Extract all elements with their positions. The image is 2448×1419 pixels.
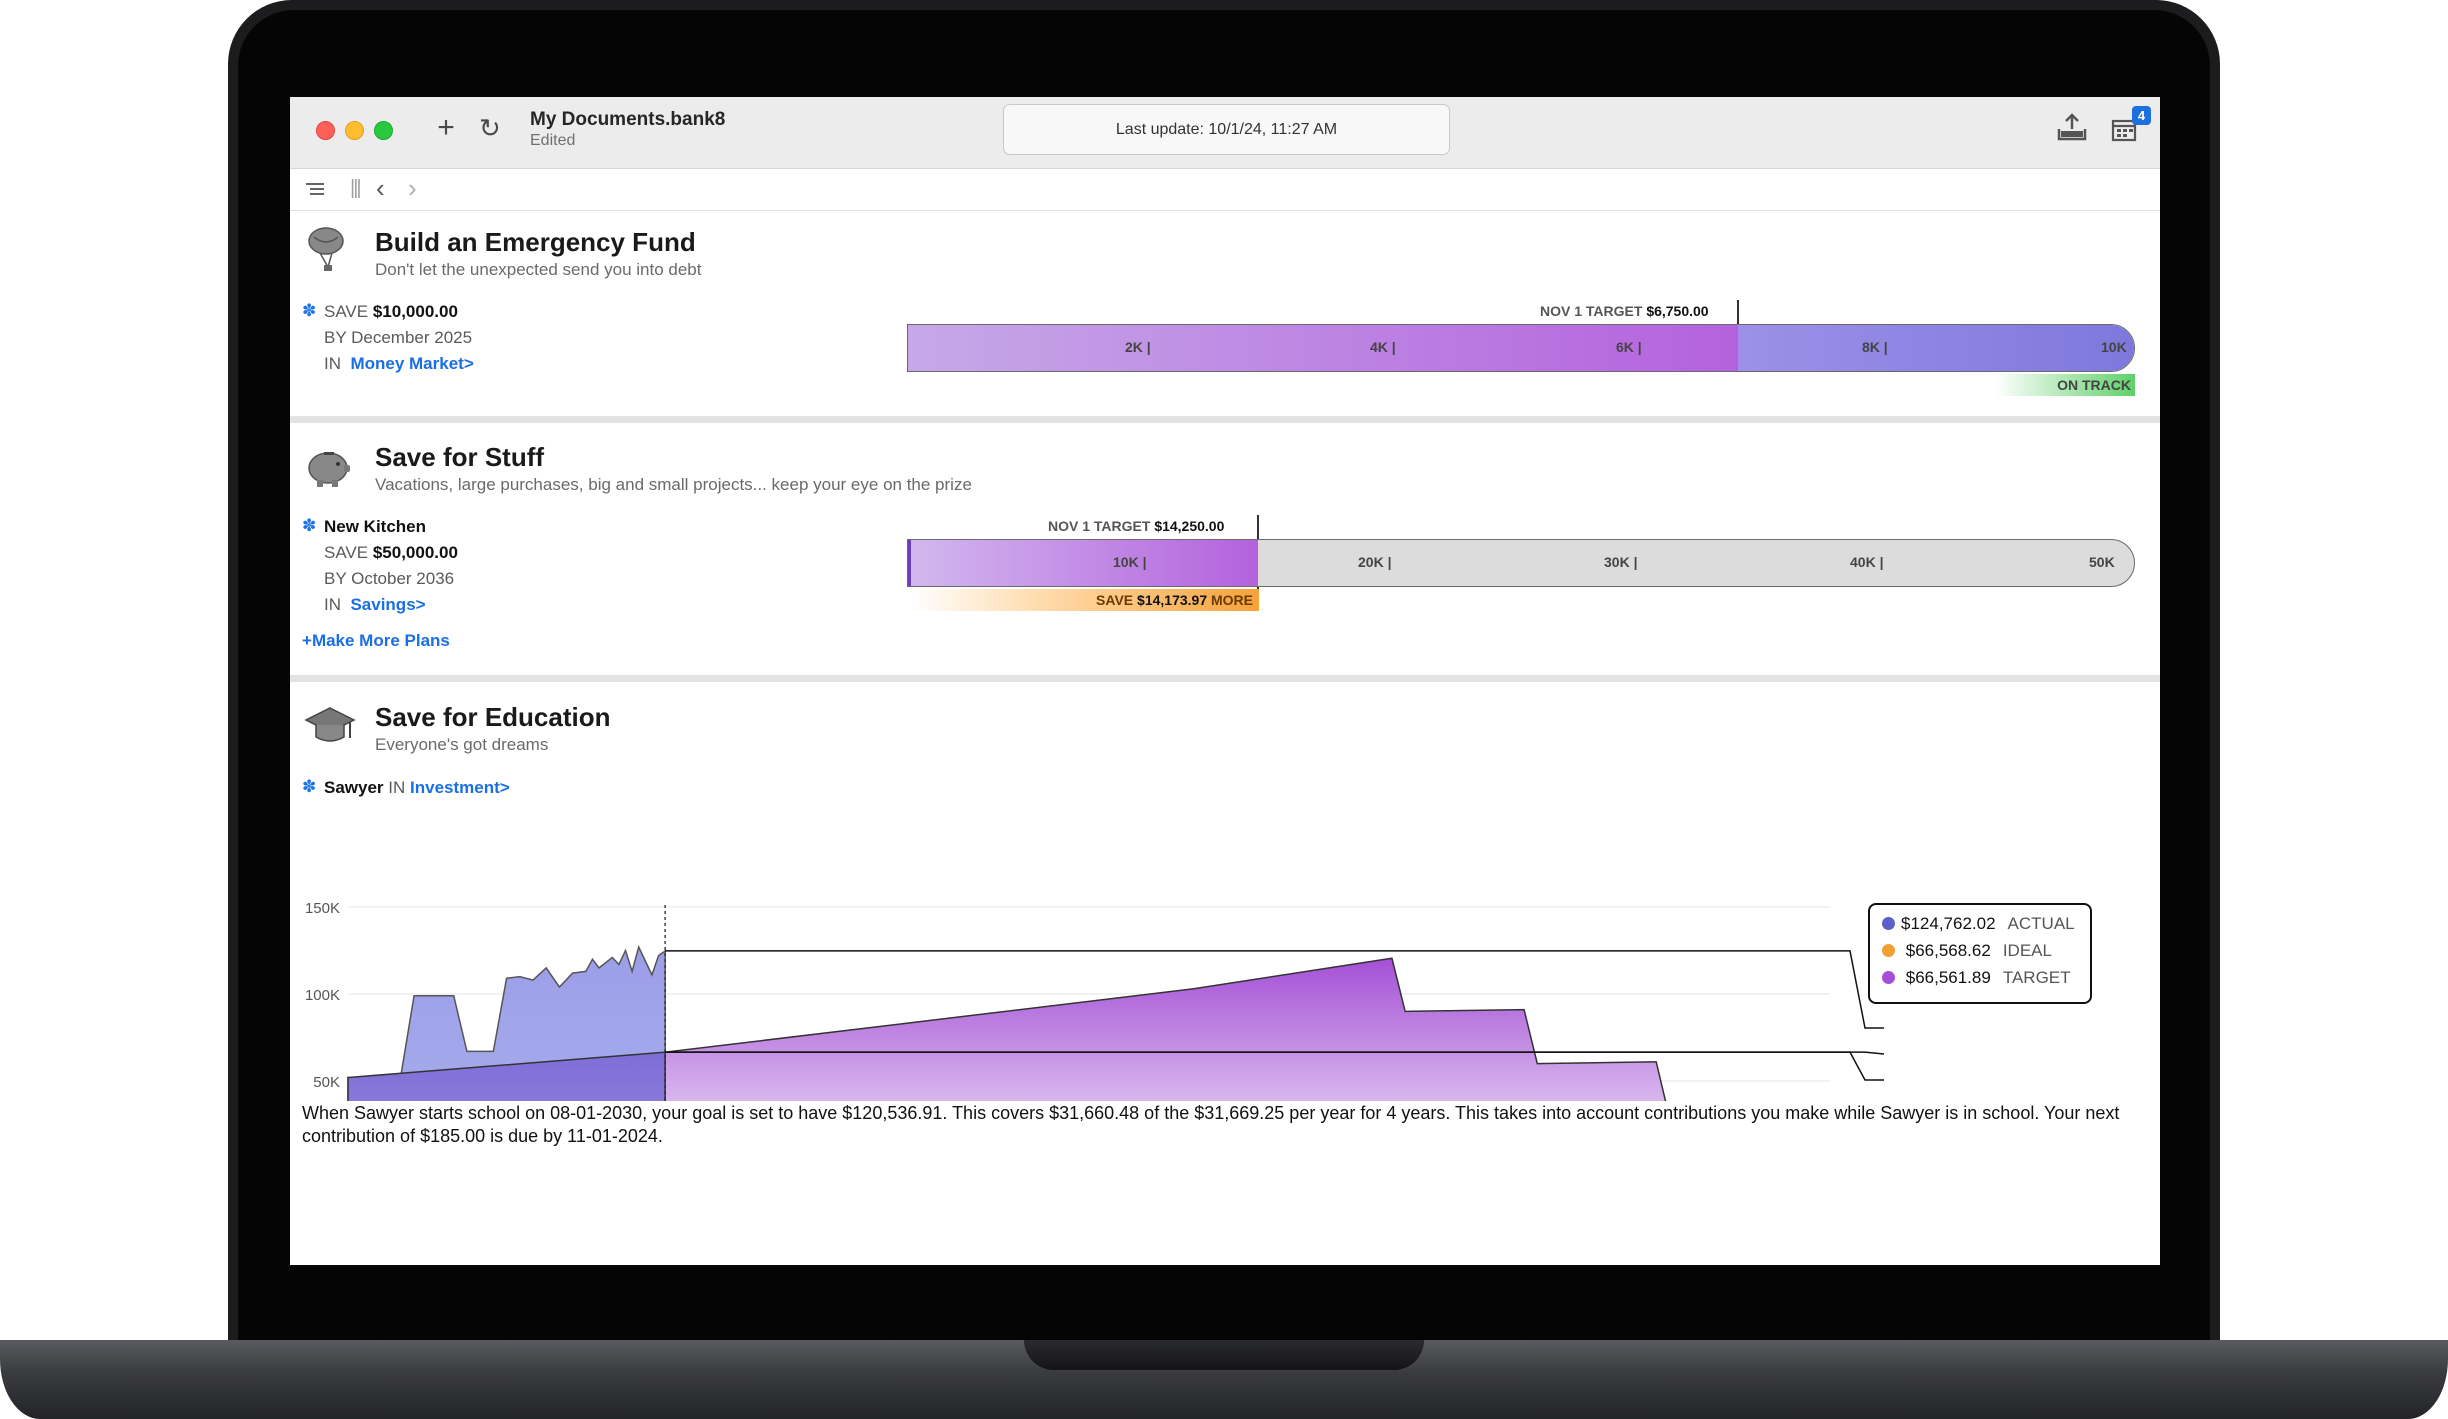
bar-tick: 10K <box>2101 339 2127 355</box>
student-line: Sawyer IN Investment> <box>324 778 510 797</box>
list-icon[interactable] <box>304 180 324 200</box>
plan-save-line: SAVE $10,000.00 <box>324 302 458 321</box>
bar-tick: 40K | <box>1850 554 1884 570</box>
ideal-dot <box>1882 944 1895 957</box>
calendar-icon[interactable] <box>2108 111 2142 145</box>
bar-tick: 6K | <box>1616 339 1642 355</box>
toolbar: ||| ‹ › <box>290 169 2160 211</box>
target-fill <box>908 540 1258 586</box>
graduation-cap-icon <box>304 702 356 750</box>
refresh-icon[interactable]: ↻ <box>479 113 501 143</box>
chart-legend: $124,762.02 ACTUAL $66,568.62 IDEAL $66,56… <box>1868 903 2092 1004</box>
bar-tick: 2K | <box>1125 339 1151 355</box>
plan-title: Save for Stuff <box>375 442 545 472</box>
status-badge: ON TRACK <box>1995 374 2135 396</box>
plan-title: Build an Emergency Fund <box>375 227 696 257</box>
app-window: + ↻ My Documents.bank8 Edited Last updat… <box>290 97 2160 1265</box>
plan-description: Everyone's got dreams <box>375 735 549 754</box>
education-chart: 150K100K50K0 20242026202820302032 <box>305 900 1885 1101</box>
target-leader-line <box>665 1051 1884 1081</box>
section-divider <box>290 675 2160 682</box>
account-link[interactable]: Money Market> <box>350 354 474 373</box>
account-link[interactable]: Investment> <box>410 778 510 797</box>
legend-actual: $124,762.02 ACTUAL <box>1882 914 2075 934</box>
title-bar: + ↻ My Documents.bank8 Edited Last updat… <box>290 97 2160 169</box>
plan-account-line: IN Money Market> <box>324 354 474 373</box>
y-tick-label: 100K <box>305 987 340 1004</box>
save-for-stuff-progress-bar: 10K | 20K | 30K | 40K | 50K <box>907 539 2135 587</box>
emergency-fund-progress-bar: 2K | 4K | 6K | 8K | 10K <box>907 324 2135 372</box>
progress-fill-ahead <box>1738 325 2134 371</box>
bar-tick: 10K | <box>1113 554 1147 570</box>
back-arrow-icon[interactable]: ‹ <box>376 173 385 203</box>
target-dot <box>1882 971 1895 984</box>
zoom-window-button[interactable] <box>374 121 393 140</box>
progress-fill <box>908 325 1738 371</box>
gear-icon[interactable]: ✽ <box>302 516 317 535</box>
target-label: NOV 1 TARGET $14,250.00 <box>1048 518 1225 534</box>
plan-deadline: BY December 2025 <box>324 328 473 347</box>
account-link[interactable]: Savings> <box>350 595 426 614</box>
forward-arrow-icon[interactable]: › <box>408 173 417 203</box>
minimize-window-button[interactable] <box>345 121 364 140</box>
bar-tick: 30K | <box>1604 554 1638 570</box>
plan-title: Save for Education <box>375 702 611 732</box>
education-explanation: When Sawyer starts school on 08-01-2030,… <box>302 1103 2120 1146</box>
legend-target: $66,561.89 TARGET <box>1882 968 2071 988</box>
y-tick-label: 50K <box>313 1074 340 1091</box>
gear-icon[interactable]: ✽ <box>302 301 317 320</box>
make-more-plans-link[interactable]: +Make More Plans <box>302 631 450 650</box>
upload-icon[interactable] <box>2055 111 2089 145</box>
laptop-notch <box>1024 1340 1424 1370</box>
add-icon[interactable]: + <box>437 111 455 144</box>
last-update-field[interactable]: Last update: 10/1/24, 11:27 AM <box>1003 104 1450 155</box>
notification-badge: 4 <box>2132 106 2151 125</box>
legend-ideal: $66,568.62 IDEAL <box>1882 941 2052 961</box>
y-tick-label: 150K <box>305 900 340 917</box>
plan-account-line: IN Savings> <box>324 595 426 614</box>
bar-tick: 50K <box>2089 554 2115 570</box>
section-divider <box>290 416 2160 423</box>
balloon-icon <box>304 225 352 273</box>
progress-fill <box>908 540 911 586</box>
status-badge: SAVE $14,173.97 MORE <box>910 589 1259 611</box>
target-label: NOV 1 TARGET $6,750.00 <box>1540 303 1709 319</box>
bar-tick: 20K | <box>1358 554 1392 570</box>
sidebar-handle-icon[interactable]: ||| <box>350 177 362 199</box>
gear-icon[interactable]: ✽ <box>302 777 317 796</box>
document-title: My Documents.bank8 <box>530 109 726 130</box>
close-window-button[interactable] <box>316 121 335 140</box>
actual-dot <box>1882 917 1895 930</box>
bar-tick: 8K | <box>1862 339 1888 355</box>
goal-name: New Kitchen <box>324 517 427 536</box>
piggy-bank-icon <box>304 442 352 490</box>
document-status: Edited <box>530 132 576 149</box>
plan-description: Vacations, large purchases, big and smal… <box>375 475 972 494</box>
target-series-area <box>664 957 1667 1101</box>
plan-deadline: BY October 2036 <box>324 569 455 588</box>
plan-description: Don't let the unexpected send you into d… <box>375 260 702 279</box>
actual-leader-line <box>665 950 1884 1029</box>
plan-save-line: SAVE $50,000.00 <box>324 543 458 562</box>
bar-tick: 4K | <box>1370 339 1396 355</box>
